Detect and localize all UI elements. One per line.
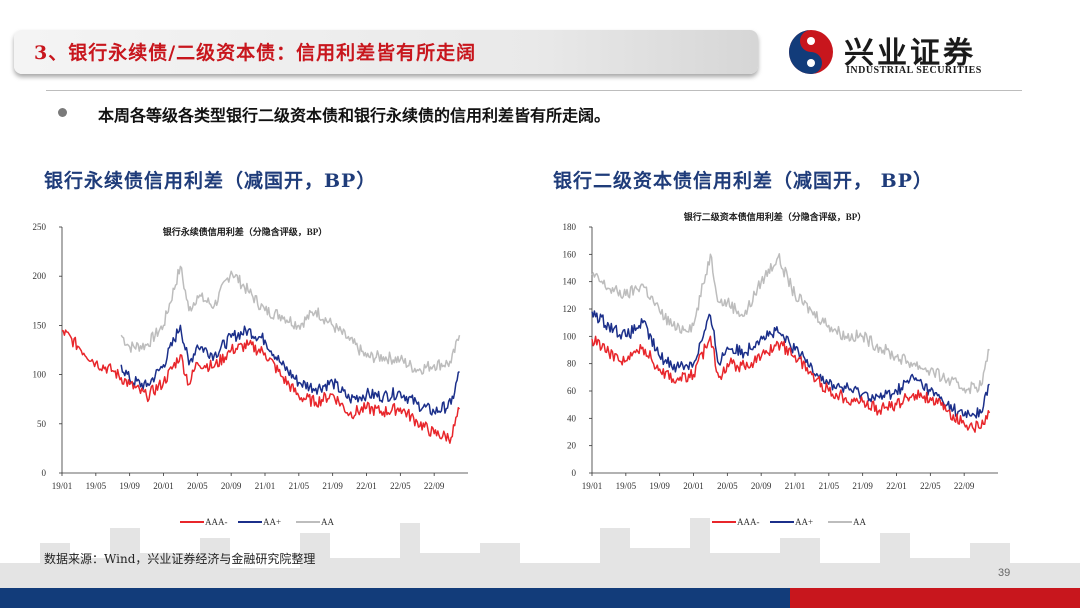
x-tick-label: 19/01 [582,481,603,491]
x-tick-label: 22/05 [390,481,411,491]
legend-label: AA [321,517,334,527]
series-line-aa [591,253,990,395]
y-tick-label: 50 [37,419,47,429]
legend-label: AAA- [737,517,760,527]
series-line-aaplus [591,310,990,419]
x-tick-label: 20/09 [221,481,242,491]
x-tick-label: 19/09 [119,481,140,491]
series-line-aaaminus [591,335,991,433]
x-tick-label: 20/01 [683,481,704,491]
y-tick-label: 100 [563,331,577,341]
x-tick-label: 20/05 [187,481,208,491]
x-tick-label: 22/09 [424,481,445,491]
legend-label: AAA- [205,517,228,527]
legend-label: AA [853,517,866,527]
y-tick-label: 0 [572,468,577,478]
legend-label: AA+ [263,517,281,527]
summary-text: 本周各等级各类型银行二级资本债和银行永续债的信用利差皆有所走阔。 [98,106,611,125]
x-tick-label: 22/01 [886,481,907,491]
series-line-aaaminus [61,329,461,444]
x-tick-label: 19/09 [649,481,670,491]
x-tick-label: 22/01 [356,481,377,491]
x-tick-label: 20/01 [153,481,174,491]
y-tick-label: 40 [567,413,577,423]
y-tick-label: 20 [567,441,577,451]
data-source-note: 数据来源：Wind，兴业证券经济与金融研究院整理 [44,552,316,566]
section-title: 3、银行永续债/二级资本债：信用利差皆有所走阔 [34,42,477,64]
footer-bar-red [790,588,1080,608]
header-divider [46,90,1022,91]
y-tick-label: 100 [33,370,47,380]
x-tick-label: 22/09 [954,481,975,491]
y-tick-label: 0 [42,468,47,478]
y-tick-label: 200 [33,271,47,281]
y-tick-label: 120 [563,304,577,314]
x-tick-label: 21/09 [852,481,873,491]
right-chart-heading: 银行二级资本债信用利差（减国开， BP） [553,170,933,192]
x-tick-label: 21/01 [785,481,806,491]
skyline-decoration [0,518,1080,588]
x-tick-label: 20/09 [751,481,772,491]
chart-title: 银行二级资本债信用利差（分隐含评级，BP） [684,211,867,222]
y-tick-label: 60 [567,386,577,396]
logo-text-en: INDUSTRIAL SECURITIES [846,65,982,76]
x-tick-label: 19/05 [86,481,107,491]
series-line-aa [120,265,461,375]
y-tick-label: 140 [563,277,577,287]
y-tick-label: 80 [567,359,577,369]
legend-label: AA+ [795,517,813,527]
y-tick-label: 180 [563,222,577,232]
chart-title: 银行永续债信用利差（分隐含评级，BP） [163,226,328,237]
x-tick-label: 21/05 [819,481,840,491]
logo-mark-icon [789,30,833,74]
x-tick-label: 21/01 [255,481,276,491]
x-tick-label: 21/09 [322,481,343,491]
x-tick-label: 19/01 [52,481,73,491]
perpetual-bond-spread-chart: 银行永续债信用利差（分隐含评级，BP） 0 50 100 150 200 250 19/01 1… [33,222,468,527]
page-number: 39 [998,567,1011,579]
y-tick-label: 250 [33,222,47,232]
x-tick-label: 19/05 [616,481,637,491]
y-tick-label: 150 [33,320,47,330]
x-tick-label: 22/05 [920,481,941,491]
x-tick-label: 20/05 [717,481,738,491]
left-chart-heading: 银行永续债信用利差（减国开，BP） [44,170,377,192]
bullet-dot [58,108,67,117]
x-tick-label: 21/05 [289,481,310,491]
footer-bar-blue [0,588,790,608]
y-tick-label: 160 [563,249,577,259]
section-title-bar: 3、银行永续债/二级资本债：信用利差皆有所走阔 [14,30,758,74]
brand-logo: 兴业证券 INDUSTRIAL SECURITIES [786,26,1006,82]
series-line-aaplus [120,324,460,416]
logo-text-cn: 兴业证券 [844,36,976,71]
tier2-capital-bond-spread-chart: 银行二级资本债信用利差（分隐含评级，BP） 0 20 40 60 80 100 120 140 1… [563,211,998,527]
